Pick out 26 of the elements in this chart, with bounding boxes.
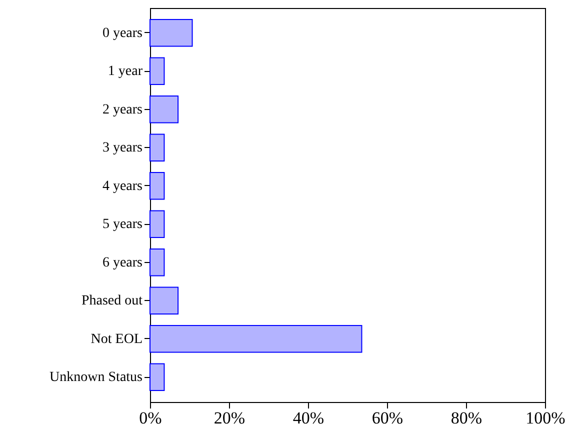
x-tick-label: 40% (292, 408, 324, 428)
x-tick-label: 100% (526, 408, 566, 428)
y-tick-label: 4 years (102, 178, 142, 194)
y-tick-label: Phased out (81, 294, 143, 309)
x-tick-label: 20% (214, 408, 246, 428)
x-tick-label: 0% (139, 408, 162, 428)
bar (150, 363, 165, 392)
bar (150, 324, 362, 353)
y-tick-label: Not EOL (90, 332, 142, 347)
bar (150, 172, 165, 200)
y-tick-label: 5 years (102, 217, 142, 232)
y-tick-label: 1 year (108, 64, 143, 80)
y-tick-label: 0 years (102, 26, 142, 41)
bar (150, 210, 165, 238)
bar (150, 18, 193, 47)
bar (150, 248, 165, 276)
y-tick-label: Unknown Status (50, 370, 142, 386)
y-tick-label: 3 years (102, 140, 142, 156)
bar (150, 95, 179, 124)
y-tick-label: 6 years (102, 255, 142, 270)
y-tick-label: 2 years (102, 102, 142, 118)
x-tick-label: 60% (372, 408, 404, 428)
bar (150, 286, 179, 315)
bar (150, 57, 165, 86)
bar (150, 134, 165, 162)
x-tick-label: 80% (450, 408, 482, 428)
